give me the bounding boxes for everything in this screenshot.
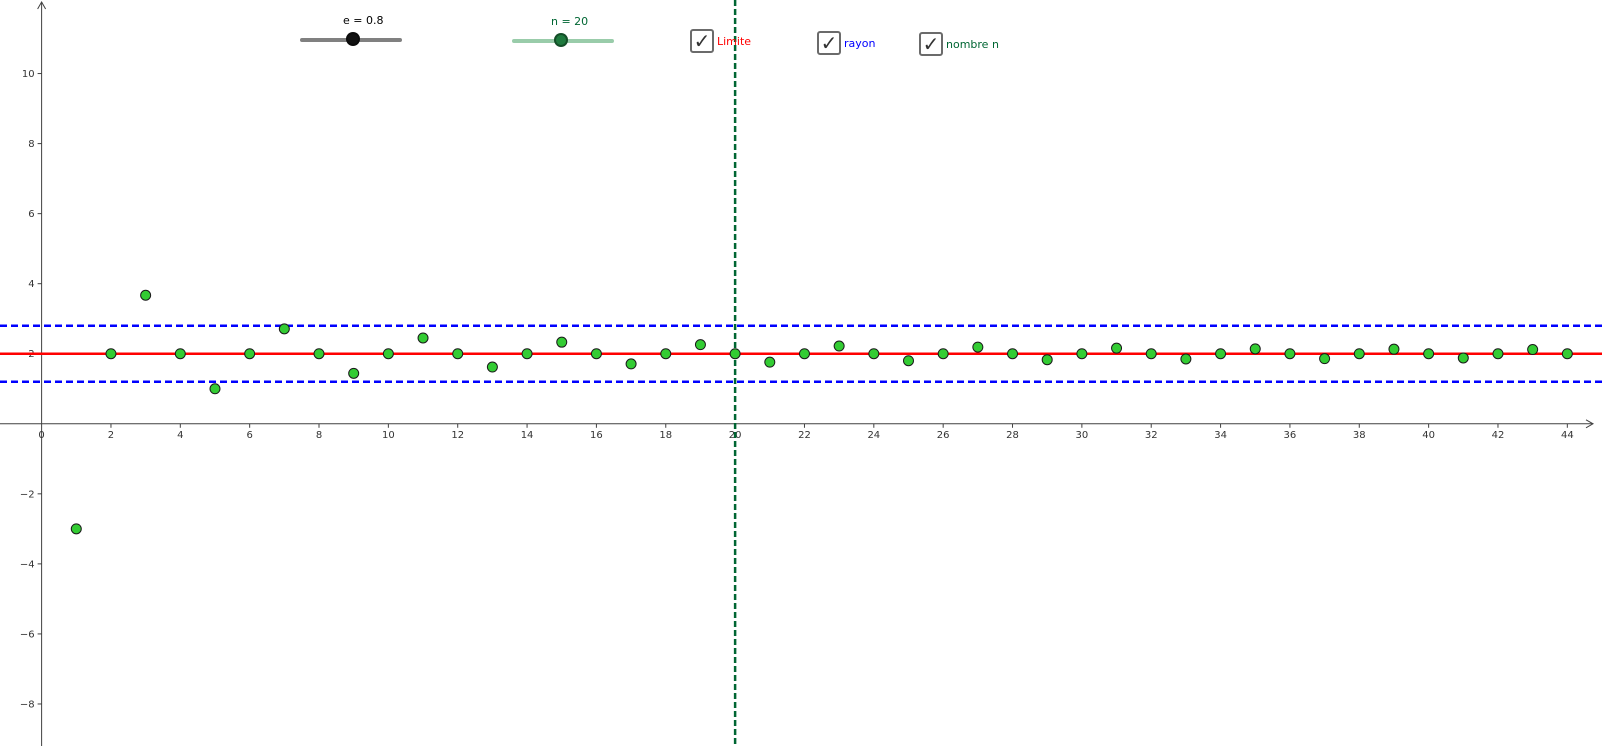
slider-e-label: e = 0.8 <box>343 14 384 27</box>
x-tick-label: 18 <box>659 430 672 441</box>
sequence-point <box>868 348 880 360</box>
sequence-points <box>70 289 1573 535</box>
radius-lines <box>0 324 1602 384</box>
x-tick-label: 42 <box>1492 430 1505 441</box>
x-tick-label: 22 <box>798 430 811 441</box>
sequence-point <box>1353 348 1365 360</box>
checkmark-icon: ✓ <box>820 31 838 55</box>
sequence-point <box>1319 353 1331 365</box>
checkmark-icon: ✓ <box>693 29 711 53</box>
sequence-point <box>1145 348 1157 360</box>
y-axis-arrow <box>37 0 47 10</box>
sequence-point <box>937 348 949 360</box>
sequence-point <box>1180 353 1192 365</box>
checkbox-limit-box[interactable]: ✓ <box>690 29 714 53</box>
x-axis-arrow <box>1585 419 1595 429</box>
sequence-point <box>313 348 325 360</box>
sequence-point <box>972 341 984 353</box>
y-tick-label: −8 <box>20 699 35 710</box>
sequence-point <box>694 339 706 351</box>
sequence-point <box>1492 348 1504 360</box>
slider-e-knob[interactable] <box>346 32 360 46</box>
x-tick-label: 26 <box>937 430 950 441</box>
sequence-point <box>174 348 186 360</box>
sequence-point <box>1076 348 1088 360</box>
sequence-point <box>1111 342 1123 354</box>
sequence-point <box>1527 344 1539 356</box>
x-tick-label: 16 <box>590 430 603 441</box>
sequence-point <box>729 348 741 360</box>
y-tick-label: −6 <box>20 629 35 640</box>
sequence-point <box>590 348 602 360</box>
sequence-point <box>902 355 914 367</box>
x-tick-label: 40 <box>1422 430 1435 441</box>
sequence-point <box>348 367 360 379</box>
checkbox-limit-label: Limite <box>717 34 752 48</box>
x-tick-label: 2 <box>108 430 114 441</box>
sequence-point <box>1215 348 1227 360</box>
x-tick-label: 28 <box>1006 430 1019 441</box>
y-tick-label: 8 <box>28 139 34 150</box>
sequence-point <box>833 340 845 352</box>
sequence-point <box>244 348 256 360</box>
sequence-point <box>278 323 290 335</box>
checkbox-n-box[interactable]: ✓ <box>919 32 943 56</box>
axis-ticks: 0246810121416182022242628303234363840424… <box>20 69 1574 710</box>
x-tick-label: 4 <box>177 430 183 441</box>
checkbox-radius-label: rayon <box>844 36 876 50</box>
slider-n[interactable] <box>512 31 614 55</box>
checkbox-limit[interactable]: ✓ Limite <box>690 29 751 53</box>
sequence-point <box>140 289 152 301</box>
sequence-point <box>660 348 672 360</box>
sequence-point <box>1457 352 1469 364</box>
sequence-point <box>1561 348 1573 360</box>
y-tick-label: 4 <box>28 279 34 290</box>
x-tick-label: 38 <box>1353 430 1366 441</box>
sequence-point <box>798 348 810 360</box>
sequence-point <box>1007 348 1019 360</box>
sequence-point <box>70 523 82 535</box>
x-tick-label: 44 <box>1561 430 1574 441</box>
y-tick-label: 6 <box>28 209 34 220</box>
sequence-point <box>625 358 637 370</box>
x-tick-label: 12 <box>451 430 464 441</box>
sequence-point <box>1423 348 1435 360</box>
checkbox-radius-box[interactable]: ✓ <box>817 31 841 55</box>
x-tick-label: 10 <box>382 430 395 441</box>
x-tick-label: 14 <box>521 430 534 441</box>
sequence-point <box>764 356 776 368</box>
slider-e[interactable] <box>300 30 402 54</box>
x-tick-label: 24 <box>867 430 880 441</box>
sequence-point <box>1041 354 1053 366</box>
x-tick-label: 32 <box>1145 430 1158 441</box>
x-tick-label: 30 <box>1076 430 1089 441</box>
x-tick-label: 34 <box>1214 430 1227 441</box>
checkmark-icon: ✓ <box>922 32 940 56</box>
slider-n-label: n = 20 <box>551 15 589 28</box>
checkbox-n[interactable]: ✓ nombre n <box>919 32 999 56</box>
sequence-point <box>209 383 221 395</box>
sequence-point <box>1284 348 1296 360</box>
y-tick-label: 10 <box>22 69 35 80</box>
x-tick-label: 36 <box>1284 430 1297 441</box>
x-tick-label: 6 <box>246 430 252 441</box>
sequence-point <box>452 348 464 360</box>
checkbox-n-label: nombre n <box>946 37 999 51</box>
sequence-point <box>521 348 533 360</box>
y-tick-label: −4 <box>20 559 35 570</box>
sequence-point <box>105 348 117 360</box>
sequence-point <box>1388 343 1400 355</box>
sequence-point <box>382 348 394 360</box>
y-tick-label: −2 <box>20 489 35 500</box>
sequence-point <box>1249 343 1261 355</box>
sequence-point <box>556 336 568 348</box>
checkbox-radius[interactable]: ✓ rayon <box>817 31 875 55</box>
sequence-point <box>486 361 498 373</box>
sequence-point <box>417 332 429 344</box>
x-tick-label: 0 <box>38 430 44 441</box>
x-tick-label: 8 <box>316 430 322 441</box>
slider-n-knob[interactable] <box>554 33 568 47</box>
